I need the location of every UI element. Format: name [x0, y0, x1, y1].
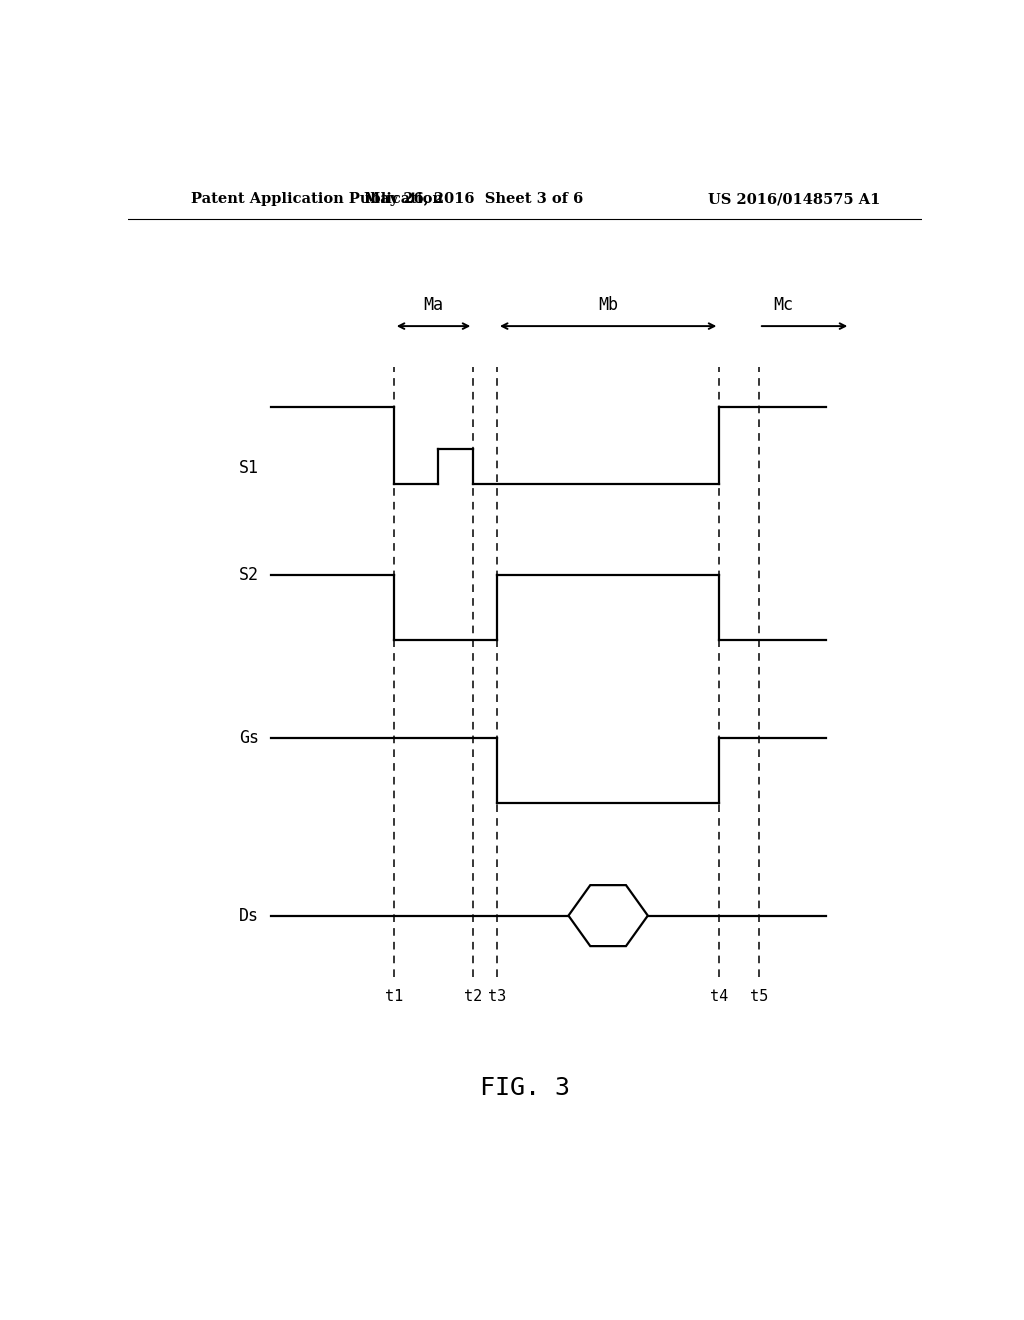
Text: Patent Application Publication: Patent Application Publication [191, 191, 443, 206]
Text: t5: t5 [750, 989, 768, 1003]
Text: t2: t2 [464, 989, 482, 1003]
Text: FIG. 3: FIG. 3 [480, 1076, 569, 1101]
Text: US 2016/0148575 A1: US 2016/0148575 A1 [709, 191, 881, 206]
Text: t1: t1 [385, 989, 403, 1003]
Text: Gs: Gs [239, 729, 259, 747]
Text: S1: S1 [239, 459, 259, 478]
Text: S2: S2 [239, 566, 259, 585]
Text: May 26, 2016  Sheet 3 of 6: May 26, 2016 Sheet 3 of 6 [364, 191, 583, 206]
Text: Ds: Ds [239, 907, 259, 924]
Text: Mc: Mc [773, 296, 794, 314]
Text: Mb: Mb [598, 296, 618, 314]
Text: Ma: Ma [424, 296, 443, 314]
Text: t4: t4 [710, 989, 728, 1003]
Text: t3: t3 [487, 989, 506, 1003]
